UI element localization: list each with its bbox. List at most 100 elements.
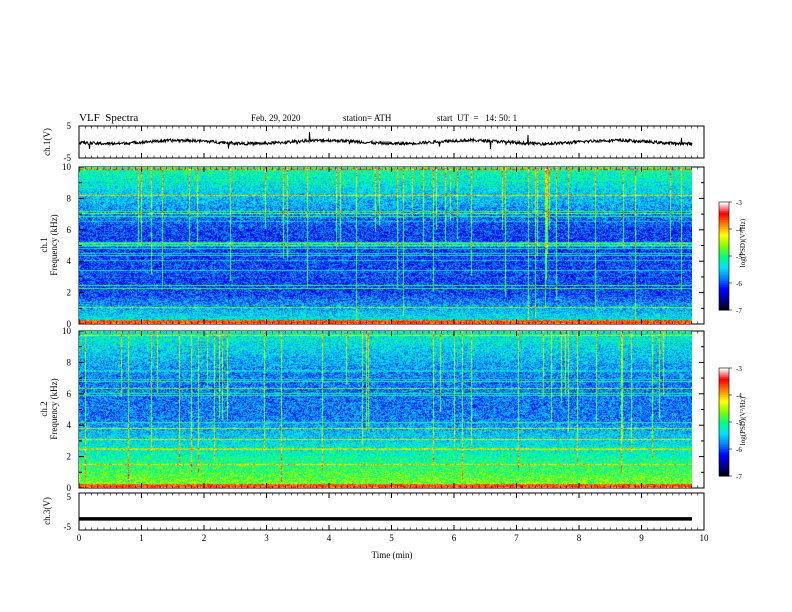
colorbar-swatch <box>719 377 729 380</box>
ch1-spectrogram-ylabel-line1: ch.1 <box>39 237 49 252</box>
colorbar-swatch <box>719 378 729 382</box>
y-tick-label: 8 <box>67 193 72 203</box>
colorbar-swatch <box>719 292 729 295</box>
y-tick-label: 10 <box>62 326 72 336</box>
x-tick-label: 5 <box>389 533 394 543</box>
colorbar-swatch <box>719 436 729 439</box>
colorbar-swatch <box>719 398 729 401</box>
ch1-waveform-line <box>78 131 693 150</box>
colorbar-swatch <box>719 265 729 268</box>
colorbar-swatch <box>719 375 729 378</box>
colorbar-swatch <box>719 369 729 373</box>
ch1-waveform-ylabel: ch.1(V) <box>42 128 52 156</box>
colorbar-swatch <box>719 468 729 472</box>
colorbar-swatch <box>719 263 729 266</box>
y-tick-label: 0 <box>67 483 72 493</box>
colorbar-swatch <box>719 438 729 441</box>
colorbar-swatch <box>719 432 729 436</box>
colorbar-swatch <box>719 281 729 284</box>
colorbar-swatch <box>719 418 729 421</box>
station-label: station= ATH <box>343 113 392 123</box>
colorbar-swatch <box>719 429 729 432</box>
colorbar-swatch <box>719 229 729 232</box>
colorbar-swatch <box>719 232 729 235</box>
ch2-colorbar-label: log(PSD)(V²/Hz) <box>739 396 747 445</box>
ch2-spectrogram-ylabel-line2: Frequency (kHz) <box>49 378 59 439</box>
x-tick-label: 8 <box>577 533 582 543</box>
colorbar-swatch <box>719 225 729 228</box>
x-tick-label: 3 <box>264 533 269 543</box>
colorbar-swatch <box>719 431 729 434</box>
colorbar-swatch <box>719 227 729 230</box>
colorbar-swatch <box>719 230 729 234</box>
figure-title: VLF Spectra <box>79 112 139 124</box>
colorbar-swatch <box>719 409 729 412</box>
colorbar-swatch <box>719 382 729 385</box>
colorbar-tick-label: -3 <box>736 199 742 207</box>
colorbar-swatch <box>719 400 729 403</box>
colorbar-swatch <box>719 371 729 374</box>
colorbar-swatch <box>719 270 729 273</box>
ch1-colorbar-label: log(PSD)(V²/Hz) <box>739 218 747 267</box>
colorbar-swatch <box>719 220 729 223</box>
y-tick-label: 10 <box>62 162 72 172</box>
colorbar-swatch <box>719 243 729 246</box>
ch1-spectrogram-ylabel-line2: Frequency (kHz) <box>49 214 59 275</box>
y-tick-label: 5 <box>67 492 72 502</box>
y-tick-label: -5 <box>64 522 72 532</box>
colorbar-swatch <box>719 413 729 416</box>
y-tick-label: 6 <box>67 389 72 399</box>
start-time-label: start UT = 14: 50: 1 <box>437 113 518 123</box>
colorbar-swatch <box>719 288 729 291</box>
colorbar-tick-label: -5 <box>736 419 742 427</box>
x-tick-label: 0 <box>77 533 82 543</box>
colorbar-swatch <box>719 456 729 459</box>
ch1-colorbar: -3 -4 -5 -6 -7 <box>718 199 742 315</box>
colorbar-swatch <box>719 283 729 286</box>
colorbar-swatch <box>719 450 729 454</box>
colorbar-swatch <box>719 472 729 475</box>
date-label: Feb. 29, 2020 <box>251 113 301 123</box>
colorbar-swatch <box>719 207 729 210</box>
colorbar-swatch <box>719 277 729 280</box>
colorbar-swatch <box>719 211 729 214</box>
colorbar-swatch <box>719 234 729 237</box>
colorbar-swatch <box>719 239 729 243</box>
colorbar-swatch <box>719 274 729 277</box>
colorbar-swatch <box>719 205 729 208</box>
colorbar-swatch <box>719 238 729 241</box>
colorbar-swatch <box>719 393 729 396</box>
colorbar-swatch <box>719 302 729 306</box>
ch1-spectrogram <box>79 167 692 324</box>
colorbar-swatch <box>719 422 729 425</box>
y-tick-label: 4 <box>67 256 72 266</box>
colorbar-swatch <box>719 223 729 226</box>
colorbar-swatch <box>719 268 729 271</box>
colorbar-swatch <box>719 221 729 225</box>
colorbar-swatch <box>719 454 729 457</box>
colorbar-swatch <box>719 212 729 216</box>
ch2-spectrogram <box>79 331 692 488</box>
colorbar-swatch <box>719 404 729 407</box>
colorbar-swatch <box>719 441 729 445</box>
colorbar-swatch <box>719 411 729 414</box>
colorbar-swatch <box>719 470 729 473</box>
x-tick-label: 7 <box>514 533 519 543</box>
colorbar-swatch <box>719 395 729 398</box>
colorbar-swatch <box>719 284 729 288</box>
colorbar-tick-label: -6 <box>736 280 742 288</box>
colorbar-swatch <box>719 272 729 275</box>
colorbar-swatch <box>719 420 729 423</box>
colorbar-swatch <box>719 266 729 270</box>
colorbar-swatch <box>719 461 729 464</box>
colorbar-swatch <box>719 216 729 219</box>
colorbar-tick-label: -3 <box>736 365 742 373</box>
colorbar-swatch <box>719 301 729 304</box>
y-tick-label: -5 <box>64 153 72 163</box>
colorbar-tick-label: -7 <box>736 473 742 481</box>
x-tick-label: 2 <box>202 533 207 543</box>
colorbar-swatch <box>719 245 729 248</box>
colorbar-swatch <box>719 248 729 252</box>
colorbar-swatch <box>719 384 729 387</box>
